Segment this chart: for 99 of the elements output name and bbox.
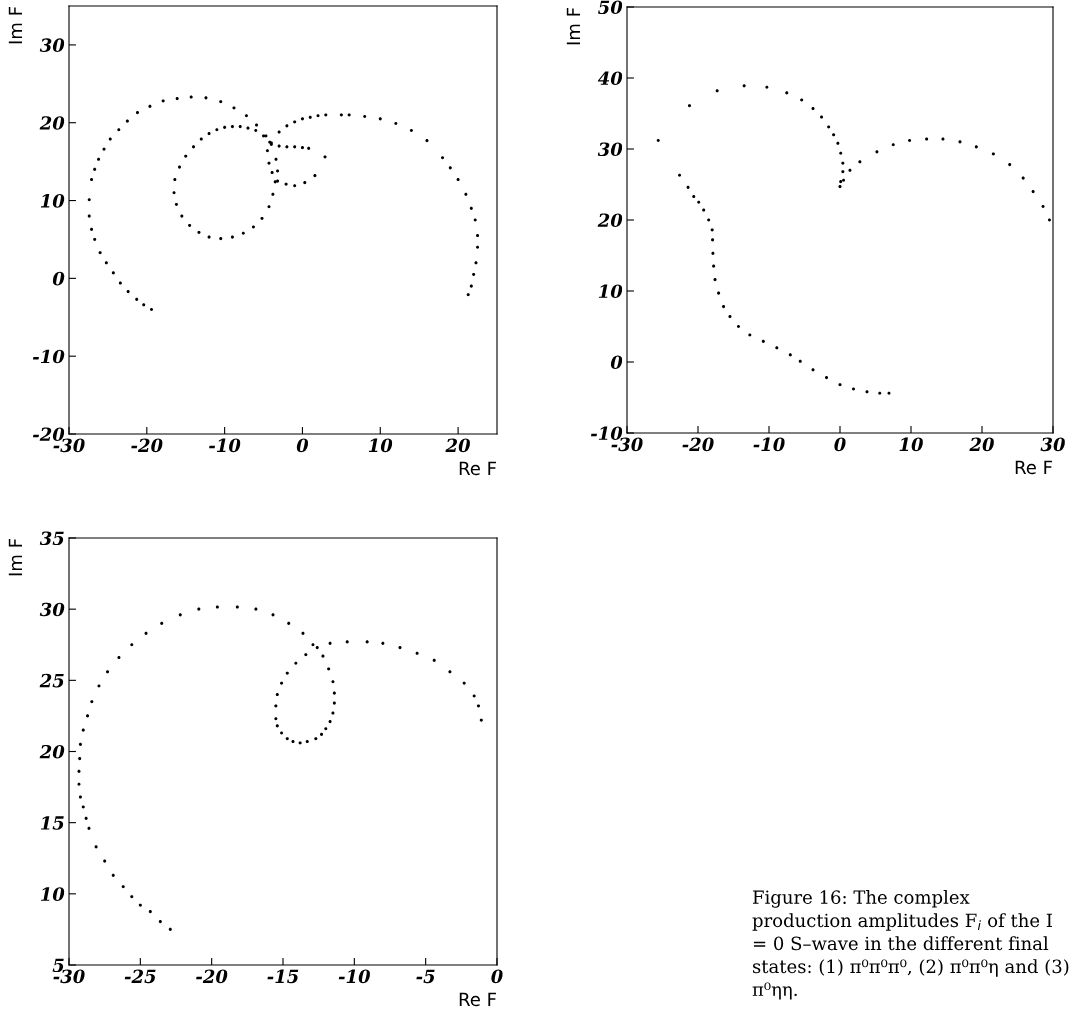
x-tick-label: 0 [834,437,846,452]
y-tick-label: 35 [39,531,64,546]
point [851,387,856,391]
x-tick-label: -5 [416,969,435,984]
point [277,144,281,148]
x-tick-label: -20 [682,437,714,452]
y-tick-label: 25 [39,673,64,688]
point [798,359,802,363]
x-tick-label: 30 [1040,437,1065,452]
caption: Figure 16: The complex production amplitudes F$_{i}$ of the I = 0 S–wave in the different final states: (1) π⁰π⁰π⁰, (2) π⁰π⁰η and (3) π⁰ηη. [752,890,1069,1000]
y-axis-title: Im F [8,7,22,44]
point [707,218,711,222]
point [274,157,278,161]
point [244,114,248,118]
point [300,146,305,150]
point [307,146,311,150]
point [135,111,140,115]
x-tick-label: 0 [296,438,309,453]
point [475,234,480,238]
point [722,305,726,309]
y-tick-label: 0 [610,355,623,370]
point [285,145,289,149]
point [878,391,882,395]
point [219,100,223,104]
point [285,124,289,128]
y-tick-label: 0 [52,271,65,286]
y-tick-label: 15 [40,816,64,830]
point [824,376,829,380]
point [90,177,94,182]
point [469,206,473,210]
point [1008,163,1012,167]
point [293,184,297,188]
x-tick-label: 20 [445,438,471,453]
x-axis-title: Re F [459,461,496,476]
x-tick-label: -10 [209,438,241,453]
point [697,200,701,204]
y-axis-title: Im F [8,539,22,576]
x-tick-label: 20 [969,437,994,452]
point [908,138,912,143]
point [135,297,139,301]
point [117,128,121,132]
x-tick-label: 10 [899,437,923,452]
y-tick-label: 50 [598,0,623,15]
point [316,114,320,118]
x-tick-label: -20 [196,969,228,984]
x-axis-title: Re F [1015,460,1052,475]
x-tick-label: 0 [491,969,503,984]
y-tick-label: 20 [39,744,65,759]
point [472,272,476,277]
point [188,223,192,227]
point [276,169,280,173]
point [93,167,97,171]
x-tick-label: -10 [338,969,371,984]
point [118,281,122,285]
point [409,128,413,133]
point [308,115,312,119]
x-tick-label: -25 [124,969,156,984]
y-tick-label: 10 [40,887,65,901]
point [839,151,843,155]
y-tick-label: 30 [39,602,65,617]
point [219,237,223,241]
point [687,104,692,108]
point [819,115,824,119]
point [841,161,845,165]
point [260,216,264,220]
point [838,185,842,189]
x-tick-label: -15 [267,969,299,984]
point [223,125,227,129]
point [230,125,234,129]
point [87,198,91,202]
point [251,225,255,229]
y-tick-label: -10 [32,349,65,364]
point [891,143,895,147]
point [90,227,94,231]
y-axis-title: Im F [566,8,580,45]
y-tick-label: 30 [597,142,623,157]
y-tick-label: 10 [40,194,65,208]
point [149,307,154,312]
x-axis-title: Re F [459,992,496,1007]
point [811,106,815,111]
x-tick-label: -20 [131,438,163,453]
point [715,89,719,93]
point [241,231,245,235]
y-tick-label: 10 [598,284,623,299]
point [761,339,765,343]
y-tick-label: 20 [597,213,623,228]
point [174,202,178,206]
y-tick-label: 20 [39,116,65,130]
point [93,237,97,242]
x-tick-label: -10 [753,437,785,452]
x-tick-label: 10 [368,438,393,453]
point [838,383,842,387]
point [827,125,831,129]
point [775,346,779,350]
point [800,98,804,102]
point [1047,218,1051,222]
y-tick-label: 30 [39,38,65,53]
point [736,324,741,329]
y-tick-label: 40 [597,71,623,86]
